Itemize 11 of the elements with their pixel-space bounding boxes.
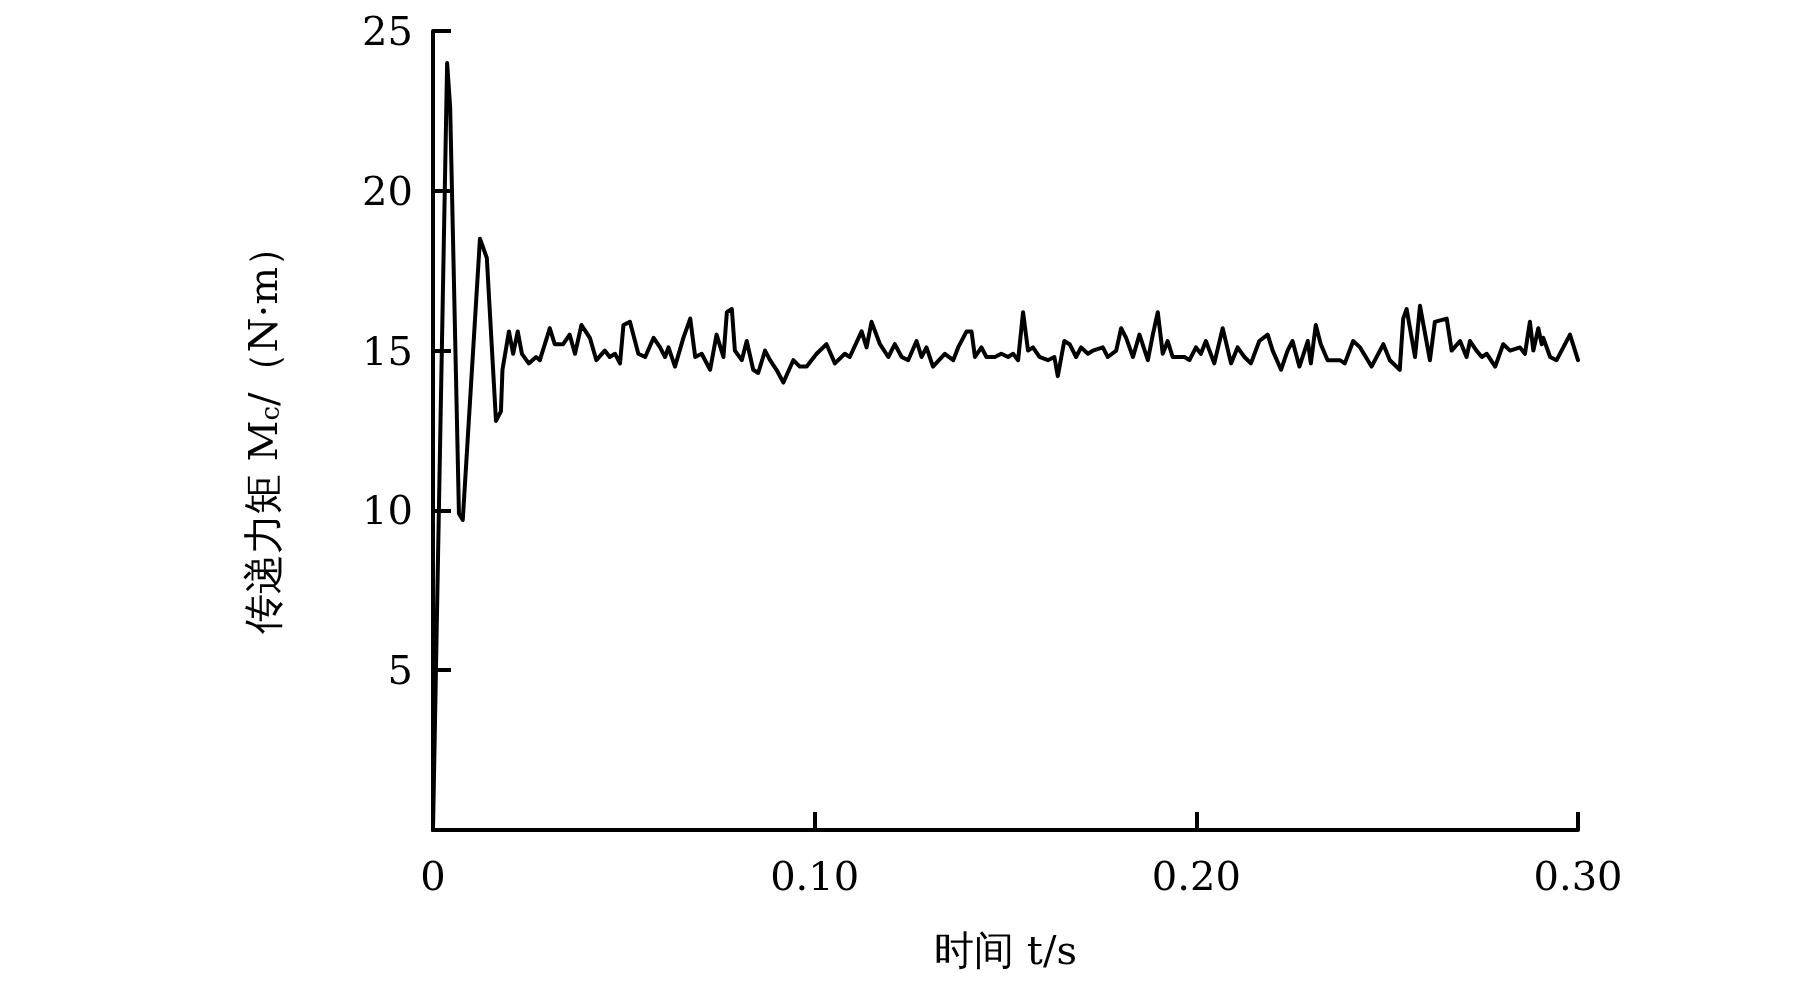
y-tick-label: 10 bbox=[362, 487, 413, 534]
x-axis-title: 时间 t/s bbox=[934, 927, 1077, 973]
x-tick-label: 0.20 bbox=[1151, 853, 1241, 899]
x-tick-label: 0.10 bbox=[770, 853, 860, 899]
x-tick-label: 0.30 bbox=[1533, 853, 1623, 899]
y-axis-title: 传递力矩 Mc/（N·m） bbox=[240, 226, 286, 635]
y-tick-label: 20 bbox=[362, 167, 413, 214]
y-tick-label: 25 bbox=[362, 8, 413, 54]
y-tick-label: 5 bbox=[387, 647, 413, 694]
x-tick-label: 0 bbox=[420, 853, 446, 899]
y-tick-label: 15 bbox=[362, 327, 413, 374]
